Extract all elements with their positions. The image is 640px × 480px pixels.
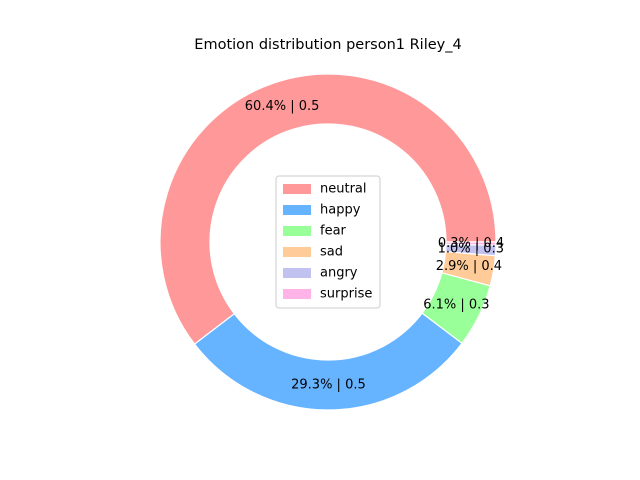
slice-label-angry: 1.0% | 0.3 xyxy=(438,242,504,257)
slice-happy xyxy=(193,312,463,411)
legend-label-happy: happy xyxy=(320,203,361,218)
legend-label-sad: sad xyxy=(320,245,343,260)
legend-swatch-happy xyxy=(283,205,311,215)
slice-label-happy: 29.3% | 0.5 xyxy=(291,377,366,392)
slice-surprise xyxy=(445,241,497,246)
slice-label-neutral: 60.4% | 0.5 xyxy=(245,99,320,114)
legend-label-surprise: surprise xyxy=(320,287,372,302)
donut-slices xyxy=(159,73,497,411)
slice-neutral xyxy=(159,73,497,345)
legend-label-neutral: neutral xyxy=(320,182,367,197)
slice-label-fear: 6.1% | 0.3 xyxy=(423,297,489,312)
legend: neutral happy fear sad angry surprise xyxy=(275,175,381,309)
legend-swatch-fear xyxy=(283,226,311,236)
slice-label-surprise: 0.3% | 0.4 xyxy=(438,236,504,251)
legend-label-angry: angry xyxy=(320,266,358,281)
slice-labels: 60.4% | 0.5 29.3% | 0.5 6.1% | 0.3 2.9% | 0… xyxy=(245,99,504,392)
legend-label-fear: fear xyxy=(320,224,347,239)
legend-swatch-sad xyxy=(283,247,311,257)
slice-label-sad: 2.9% | 0.4 xyxy=(436,259,502,274)
legend-swatch-angry xyxy=(283,268,311,278)
legend-swatch-surprise xyxy=(283,289,311,299)
chart-title: Emotion distribution person1 Riley_4 xyxy=(194,37,461,53)
legend-swatch-neutral xyxy=(283,184,311,194)
